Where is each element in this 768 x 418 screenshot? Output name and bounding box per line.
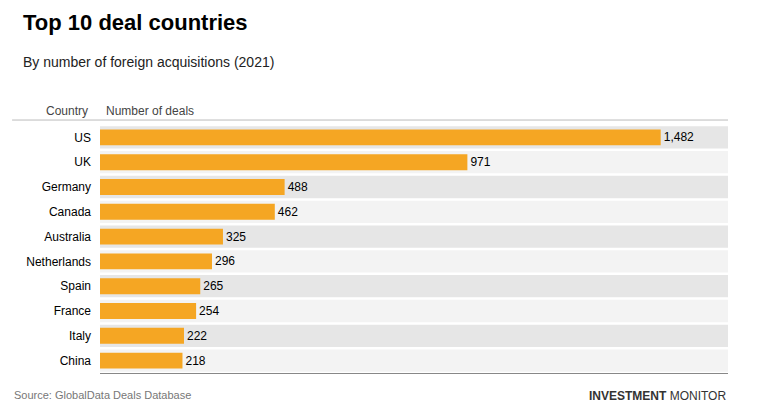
svg-text:Australia: Australia — [44, 230, 91, 244]
svg-text:UK: UK — [74, 155, 91, 169]
svg-text:Germany: Germany — [42, 180, 91, 194]
svg-text:Spain: Spain — [60, 279, 91, 293]
svg-text:China: China — [60, 354, 92, 368]
svg-text:296: 296 — [215, 254, 235, 268]
svg-text:265: 265 — [203, 279, 223, 293]
svg-text:488: 488 — [288, 180, 308, 194]
svg-text:Italy: Italy — [69, 329, 91, 343]
svg-text:France: France — [54, 304, 92, 318]
svg-text:1,482: 1,482 — [664, 130, 694, 144]
svg-text:Top 10 deal countries: Top 10 deal countries — [23, 10, 248, 35]
svg-text:462: 462 — [278, 205, 298, 219]
svg-text:218: 218 — [185, 354, 205, 368]
svg-text:By number of foreign acquisiti: By number of foreign acquisitions (2021) — [23, 54, 274, 70]
svg-text:Number of deals: Number of deals — [106, 104, 194, 118]
svg-text:Canada: Canada — [49, 205, 91, 219]
svg-text:US: US — [74, 131, 91, 145]
svg-text:INVESTMENT MONITOR: INVESTMENT MONITOR — [589, 389, 726, 403]
svg-text:Source: GlobalData Deals Datab: Source: GlobalData Deals Database — [14, 389, 191, 401]
svg-text:254: 254 — [199, 304, 219, 318]
svg-text:971: 971 — [470, 155, 490, 169]
svg-text:Netherlands: Netherlands — [26, 255, 91, 269]
svg-text:222: 222 — [187, 329, 207, 343]
svg-text:325: 325 — [226, 230, 246, 244]
svg-text:Country: Country — [46, 104, 88, 118]
